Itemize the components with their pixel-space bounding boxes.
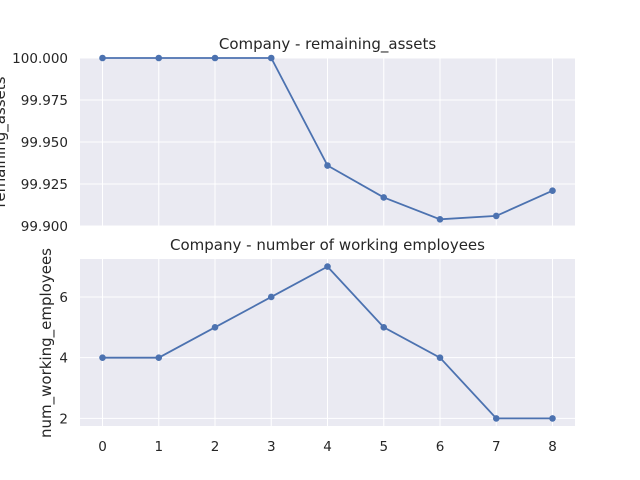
data-point [492,415,500,422]
y-tick-label: 100.000 [12,51,68,67]
y-tick-label: 99.950 [21,135,68,151]
data-point [211,54,219,62]
chart-title: Company - remaining_assets [219,35,436,54]
chart-title: Company - number of working employees [170,236,485,254]
y-axis-label: num_working_employees [37,248,56,438]
data-point [267,293,275,301]
y-tick-label: 4 [59,351,68,367]
data-point [436,215,444,223]
data-point [99,54,106,62]
x-tick-label: 3 [267,439,276,455]
data-point [549,187,556,195]
data-point [324,263,331,270]
y-tick-labels: 2 4 6 [59,290,68,427]
data-point [267,54,275,62]
x-tick-label: 2 [211,439,220,455]
subplot-working-employees: 2 4 6 0 1 2 3 4 5 6 7 8 Company - number of workin… [37,236,575,455]
data-point [324,162,331,169]
y-tick-label: 99.900 [21,219,68,235]
x-tick-label: 7 [492,439,501,455]
data-points [99,263,556,422]
data-points [99,54,556,223]
data-point [492,212,500,220]
x-tick-label: 1 [154,439,163,455]
gridlines [80,57,575,227]
x-tick-label: 5 [379,439,388,455]
y-axis-label: remaining_assets [0,76,10,207]
data-point [549,415,556,422]
data-point [211,324,219,331]
data-point [380,324,388,331]
x-tick-label: 8 [548,439,557,455]
data-point [155,354,163,361]
y-tick-label: 6 [59,290,68,306]
x-tick-labels: 0 1 2 3 4 5 6 7 8 [98,439,557,455]
y-tick-label: 2 [59,411,68,427]
data-point [436,354,444,361]
gridlines [80,259,575,426]
y-tick-labels: 99.900 99.925 99.950 99.975 100.000 [12,51,68,235]
x-tick-label: 6 [436,439,445,455]
y-tick-label: 99.975 [21,93,68,109]
x-tick-label: 0 [98,439,107,455]
data-point [155,54,163,62]
data-point [99,354,106,361]
subplot-remaining-assets: 99.900 99.925 99.950 99.975 100.000 Company … [0,35,575,235]
x-tick-label: 4 [323,439,332,455]
y-tick-label: 99.925 [21,177,68,193]
data-point [380,194,388,201]
